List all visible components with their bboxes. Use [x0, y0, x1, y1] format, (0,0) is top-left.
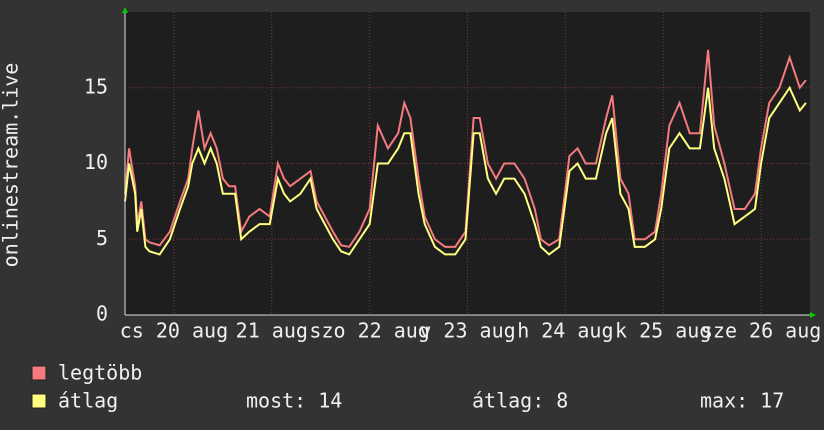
legend-swatch: [31, 393, 47, 409]
x-tick-label: v 23 aug: [419, 319, 515, 343]
stat-label: átlag:: [472, 389, 544, 413]
x-tick-label: cs 20 aug: [120, 319, 228, 343]
stat-value: 8: [556, 389, 568, 413]
legend-label: legtöbb: [58, 361, 142, 385]
x-tick-label: sze 26 aug: [701, 319, 821, 343]
legend-label: átlag: [58, 389, 118, 413]
x-arrow: [810, 312, 816, 318]
stat-label: max:: [700, 389, 748, 413]
x-tick-label: 21 aug: [236, 319, 308, 343]
y-tick-label: 10: [84, 150, 108, 174]
x-tick-label: szo 22 aug: [309, 319, 429, 343]
y-arrow: [122, 7, 128, 13]
stat-value: 14: [318, 389, 342, 413]
x-tick-label: h 24 aug: [517, 319, 613, 343]
x-tick-label: k 25 aug: [615, 319, 711, 343]
y-tick-label: 0: [96, 302, 108, 326]
stat-value: 17: [760, 389, 784, 413]
y-tick-label: 5: [96, 226, 108, 250]
series-line: [124, 85, 807, 256]
y-tick-label: 15: [84, 74, 108, 98]
y-axis-label: onlinestream.live: [0, 63, 23, 268]
legend-swatch: [31, 365, 47, 381]
stat-label: most:: [246, 389, 306, 413]
series-line: [124, 49, 807, 248]
lines: [124, 49, 807, 256]
